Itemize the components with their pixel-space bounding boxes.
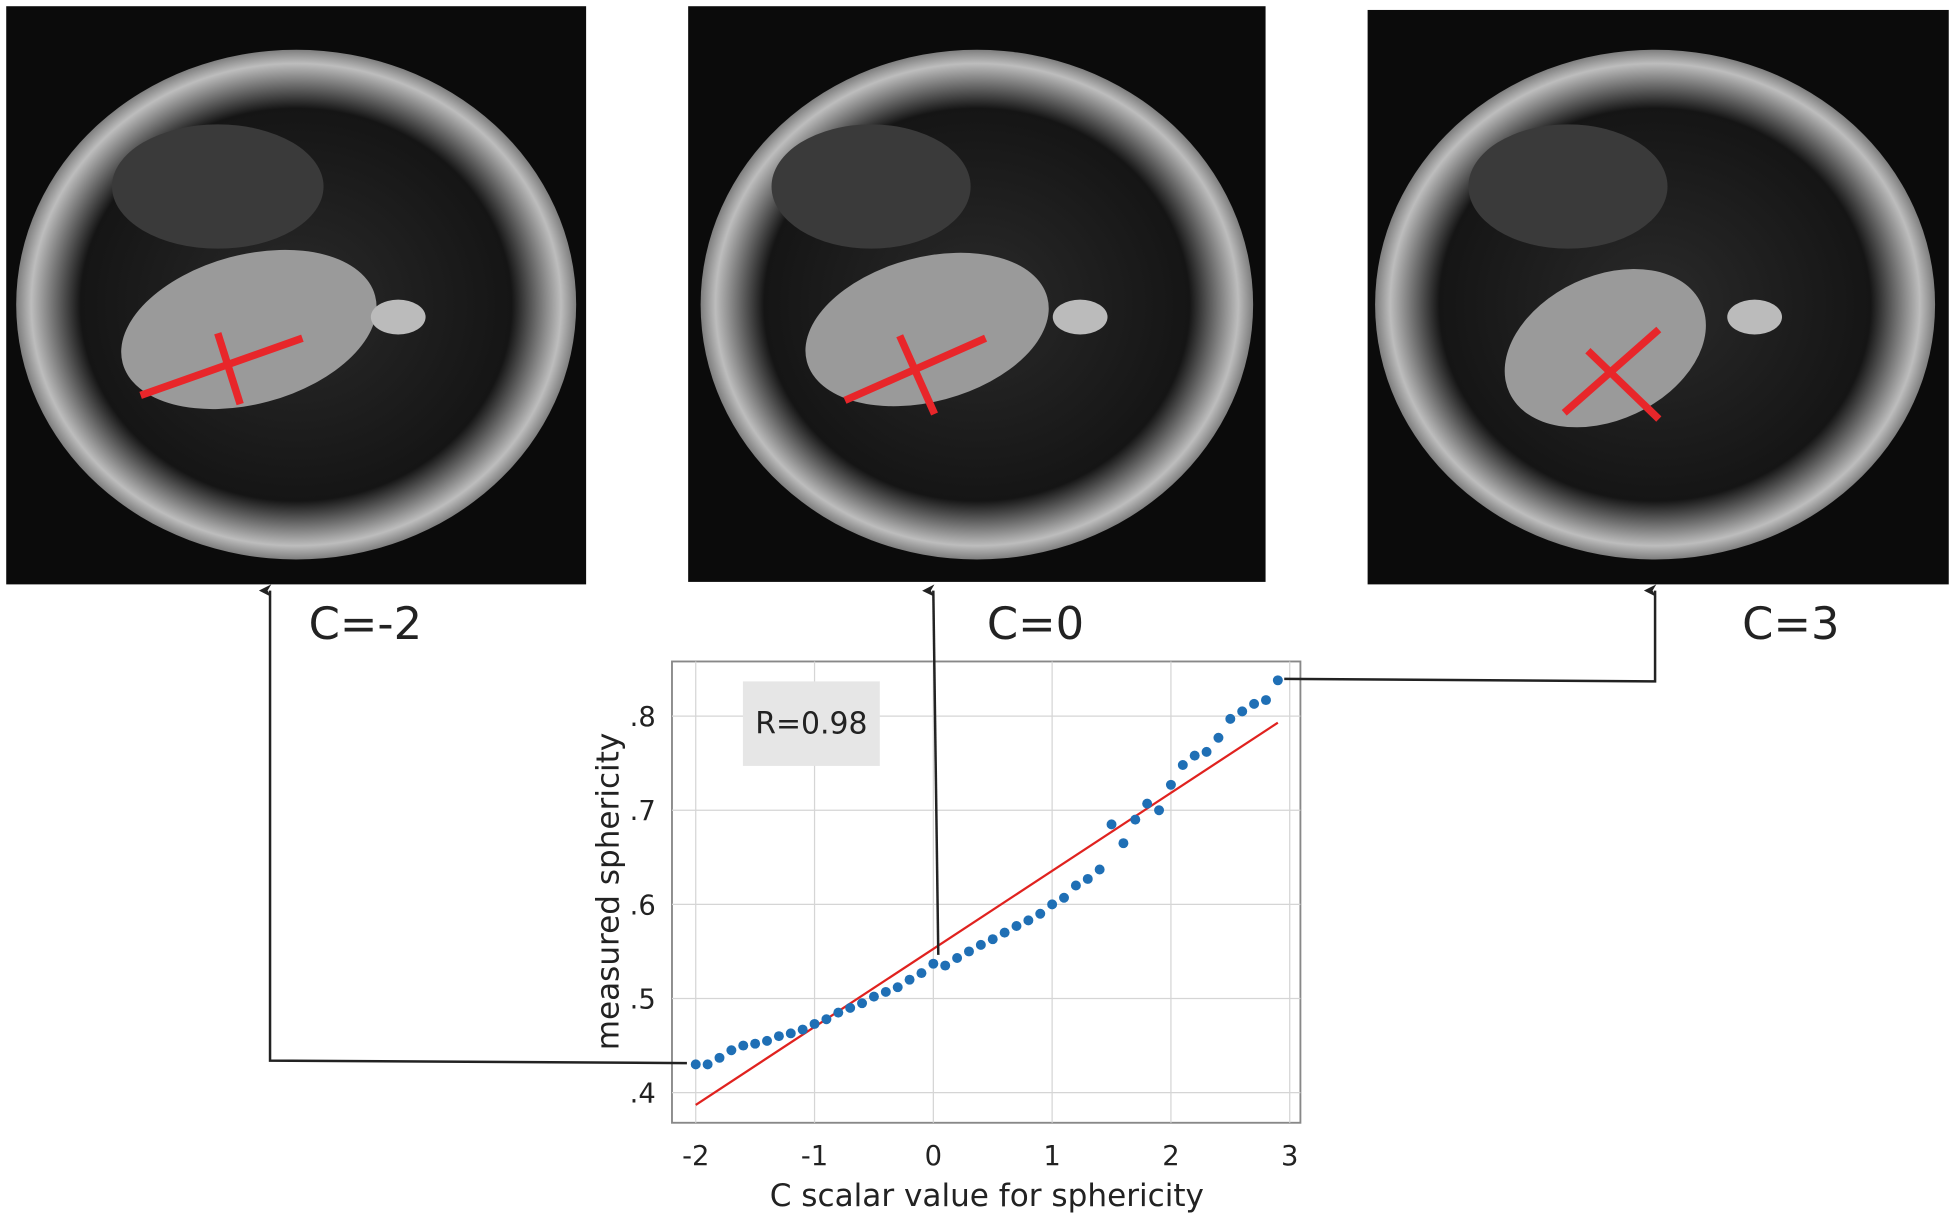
data-point bbox=[1142, 798, 1153, 809]
x-tick-label: -1 bbox=[801, 1141, 828, 1172]
data-point bbox=[940, 960, 951, 971]
data-point bbox=[797, 1024, 808, 1035]
data-point bbox=[1118, 838, 1129, 849]
connector-arrow bbox=[258, 584, 687, 1065]
data-point bbox=[833, 1007, 844, 1018]
data-point bbox=[1070, 880, 1081, 891]
fit-line bbox=[695, 721, 1279, 1106]
mri-panel bbox=[6, 6, 587, 585]
data-point bbox=[999, 927, 1010, 938]
data-point bbox=[1047, 899, 1058, 910]
data-point bbox=[1213, 732, 1224, 743]
data-point bbox=[809, 1018, 820, 1029]
data-point bbox=[975, 939, 986, 950]
data-point bbox=[1260, 695, 1271, 706]
data-point bbox=[952, 953, 963, 963]
data-point bbox=[1177, 760, 1188, 771]
y-tick-label: .5 bbox=[630, 984, 656, 1015]
data-point bbox=[987, 934, 998, 945]
x-tick-label: 1 bbox=[1043, 1141, 1060, 1172]
data-point bbox=[690, 1059, 701, 1070]
data-point bbox=[916, 968, 927, 979]
data-point bbox=[1249, 698, 1260, 709]
data-point bbox=[1154, 805, 1165, 816]
data-point bbox=[1201, 746, 1212, 757]
x-tick-label: 2 bbox=[1162, 1141, 1179, 1172]
data-point bbox=[773, 1031, 784, 1042]
y-axis-label: measured sphericity bbox=[590, 733, 626, 1050]
x-tick-label: 3 bbox=[1281, 1141, 1298, 1172]
data-point bbox=[892, 982, 903, 993]
connector-arrow bbox=[1284, 584, 1657, 683]
data-point bbox=[868, 991, 879, 1002]
data-point bbox=[821, 1014, 832, 1025]
data-point bbox=[1272, 675, 1283, 686]
data-point bbox=[1035, 908, 1046, 919]
y-tick-label: .8 bbox=[630, 702, 656, 733]
data-point bbox=[845, 1002, 856, 1013]
data-point bbox=[1059, 892, 1069, 903]
annotation: R=0.98 bbox=[755, 707, 867, 742]
mri-panel bbox=[688, 6, 1266, 582]
data-point bbox=[1237, 706, 1248, 717]
data-point bbox=[880, 986, 891, 997]
data-point bbox=[928, 958, 939, 969]
data-point bbox=[1165, 779, 1176, 790]
data-point bbox=[1094, 864, 1105, 875]
data-point bbox=[857, 998, 868, 1009]
panel-label: C=0 bbox=[987, 597, 1084, 650]
data-point bbox=[1023, 915, 1034, 926]
data-point bbox=[1011, 921, 1022, 931]
data-point bbox=[726, 1045, 737, 1056]
data-point bbox=[702, 1059, 713, 1070]
data-point bbox=[1225, 713, 1236, 724]
mri-panel bbox=[1367, 9, 1949, 585]
data-point bbox=[904, 974, 915, 985]
x-tick-label: -2 bbox=[682, 1141, 709, 1172]
connector-arrow bbox=[922, 584, 940, 955]
x-tick-label: 0 bbox=[925, 1141, 942, 1172]
data-point bbox=[1130, 814, 1141, 825]
data-point bbox=[1082, 873, 1093, 884]
y-tick-label: .6 bbox=[630, 890, 656, 921]
data-point bbox=[1106, 819, 1117, 830]
annotation-box bbox=[742, 681, 880, 766]
x-axis-label: C scalar value for sphericity bbox=[770, 1178, 1204, 1214]
data-point bbox=[738, 1040, 749, 1051]
data-point bbox=[785, 1028, 796, 1039]
panel-label: C=3 bbox=[1742, 597, 1839, 650]
data-point bbox=[750, 1038, 761, 1049]
data-point bbox=[714, 1052, 725, 1063]
data-point bbox=[762, 1035, 772, 1046]
y-tick-label: .4 bbox=[630, 1079, 656, 1110]
panel-label: C=-2 bbox=[309, 597, 422, 650]
y-tick-label: .7 bbox=[630, 796, 656, 827]
data-point bbox=[963, 946, 974, 957]
data-point bbox=[1189, 750, 1200, 761]
